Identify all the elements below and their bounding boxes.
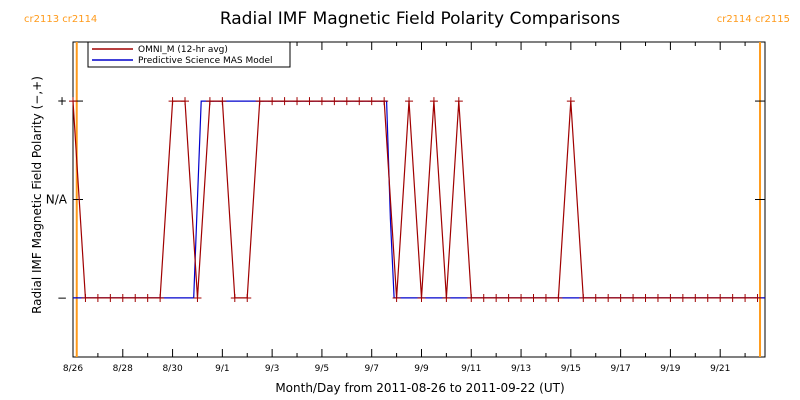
- data-point-1-28: [417, 293, 426, 302]
- y-tick-label-0: +: [57, 94, 67, 108]
- data-point-1-19: [305, 97, 314, 106]
- data-point-1-41: [579, 293, 588, 302]
- data-point-1-46: [641, 293, 650, 302]
- x-tick-label-1: 8/28: [113, 364, 133, 374]
- data-point-1-13: [230, 293, 239, 302]
- legend-box: [87, 41, 291, 68]
- data-point-1-7: [156, 293, 165, 302]
- data-point-1-31: [454, 97, 463, 106]
- data-point-1-25: [380, 97, 389, 106]
- data-point-1-23: [355, 97, 364, 106]
- carrington-label-2: cr2114 cr2115: [717, 14, 790, 25]
- y-tick-label-1: N/A: [46, 193, 68, 207]
- data-point-1-40: [566, 97, 575, 106]
- x-tick-label-12: 9/19: [660, 364, 680, 374]
- y-axis-label: Radial IMF Magnetic Field Polarity (−,+): [30, 76, 44, 314]
- data-point-1-54: [741, 293, 750, 302]
- data-point-1-27: [405, 97, 414, 106]
- data-point-1-43: [604, 293, 613, 302]
- data-point-1-36: [517, 293, 526, 302]
- data-point-1-45: [629, 293, 638, 302]
- data-point-1-16: [268, 97, 277, 106]
- data-point-1-52: [716, 293, 725, 302]
- data-point-1-55: [753, 293, 762, 302]
- data-point-1-37: [529, 293, 538, 302]
- data-point-1-15: [255, 97, 264, 106]
- data-point-1-50: [691, 293, 700, 302]
- x-tick-label-3: 9/1: [215, 364, 229, 374]
- legend-label-2: Predictive Science MAS Model: [138, 56, 273, 66]
- series-layer: [69, 97, 765, 302]
- x-tick-label-13: 9/21: [710, 364, 730, 374]
- data-point-1-44: [616, 293, 625, 302]
- data-point-1-22: [342, 97, 351, 106]
- legend-label-1: OMNI_M (12-hr avg): [138, 45, 228, 55]
- data-point-1-0: [69, 97, 77, 106]
- series-line-1: [72, 100, 758, 299]
- data-point-1-18: [293, 97, 302, 106]
- data-point-1-42: [591, 293, 600, 302]
- data-point-1-10: [193, 293, 202, 302]
- plot-area-frame: [72, 41, 766, 358]
- data-point-1-49: [678, 293, 687, 302]
- y-tick-label-2: −: [57, 291, 67, 305]
- data-point-1-30: [442, 293, 451, 302]
- legend: OMNI_M (12-hr avg)Predictive Science MAS…: [87, 41, 291, 68]
- data-point-1-21: [330, 97, 339, 106]
- data-point-1-48: [666, 293, 675, 302]
- y-axis: + N/A −: [46, 94, 765, 305]
- x-axis-label: Month/Day from 2011-08-26 to 2011-09-22 …: [275, 381, 564, 395]
- data-point-1-20: [317, 97, 326, 106]
- data-point-1-12: [218, 97, 227, 106]
- x-tick-label-8: 9/11: [461, 364, 481, 374]
- data-point-1-39: [554, 293, 563, 302]
- data-point-1-51: [703, 293, 712, 302]
- data-point-1-14: [243, 293, 252, 302]
- data-point-1-2: [93, 293, 102, 302]
- x-tick-label-6: 9/7: [364, 364, 378, 374]
- data-point-1-4: [118, 293, 127, 302]
- x-tick-label-7: 9/9: [414, 364, 429, 374]
- data-point-1-5: [131, 293, 140, 302]
- data-point-1-32: [467, 293, 476, 302]
- data-point-1-24: [367, 97, 376, 106]
- x-tick-label-0: 8/26: [63, 364, 83, 374]
- series-line-2: [73, 100, 765, 299]
- data-point-1-17: [280, 97, 289, 106]
- data-point-1-38: [541, 293, 550, 302]
- carrington-label-1: cr2113 cr2114: [24, 14, 97, 25]
- x-tick-label-11: 9/17: [611, 364, 631, 374]
- x-tick-label-2: 8/30: [162, 364, 182, 374]
- data-point-1-35: [504, 293, 513, 302]
- data-point-1-33: [479, 293, 488, 302]
- x-tick-label-10: 9/15: [561, 364, 581, 374]
- data-point-1-47: [653, 293, 662, 302]
- data-point-1-9: [181, 97, 190, 106]
- data-point-1-1: [81, 293, 90, 302]
- data-point-1-34: [492, 293, 501, 302]
- data-point-1-29: [429, 97, 438, 106]
- data-point-1-3: [106, 293, 115, 302]
- data-point-1-11: [205, 97, 214, 106]
- x-tick-label-5: 9/5: [315, 364, 329, 374]
- data-point-1-53: [728, 293, 737, 302]
- chart-title: Radial IMF Magnetic Field Polarity Compa…: [220, 9, 620, 29]
- data-point-1-6: [143, 293, 152, 302]
- x-tick-label-4: 9/3: [265, 364, 279, 374]
- data-point-1-26: [392, 293, 401, 302]
- data-point-1-8: [168, 97, 177, 106]
- x-tick-label-9: 9/13: [511, 364, 531, 374]
